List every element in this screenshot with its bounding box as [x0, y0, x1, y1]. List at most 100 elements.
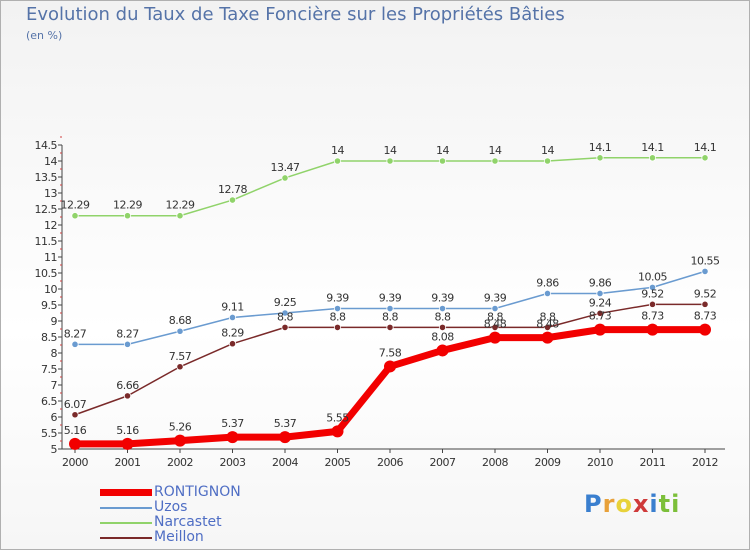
data-point-uzos — [71, 340, 79, 348]
data-point-uzos — [701, 267, 709, 275]
data-label-narcastet: 14 — [541, 144, 554, 157]
data-label-rontignon: 8.48 — [484, 318, 507, 331]
data-label-narcastet: 14.1 — [641, 141, 664, 154]
y-tick-label: 6.5 — [41, 395, 57, 408]
data-point-meillon — [701, 300, 709, 308]
data-label-narcastet: 12.29 — [113, 199, 142, 212]
y-tick-label: 8 — [51, 347, 58, 360]
data-label-uzos: 9.39 — [484, 292, 507, 305]
data-label-meillon: 9.24 — [589, 296, 612, 309]
data-point-narcastet — [491, 157, 499, 165]
data-point-narcastet — [596, 154, 604, 162]
data-label-meillon: 6.66 — [116, 379, 139, 392]
data-point-uzos — [596, 289, 604, 298]
legend-item: Narcastet — [100, 515, 241, 530]
data-point-meillon — [281, 323, 289, 331]
x-tick-label: 2004 — [272, 456, 298, 469]
data-label-meillon: 9.52 — [641, 287, 664, 300]
data-label-meillon: 6.07 — [64, 398, 87, 411]
data-label-meillon: 8.8 — [540, 310, 556, 323]
data-point-narcastet — [386, 157, 394, 165]
data-point-narcastet — [333, 157, 342, 165]
data-point-uzos — [228, 313, 237, 322]
data-point-narcastet — [438, 157, 447, 165]
data-point-rontignon — [436, 344, 449, 357]
data-label-narcastet: 12.29 — [61, 199, 90, 212]
legend-item: RONTIGNON — [100, 485, 241, 500]
data-label-uzos: 10.05 — [638, 270, 667, 283]
data-point-meillon — [71, 411, 79, 419]
data-label-narcastet: 12.29 — [166, 199, 195, 212]
data-point-narcastet — [71, 212, 79, 220]
data-label-narcastet: 14 — [331, 144, 344, 157]
data-label-meillon: 9.52 — [694, 287, 717, 300]
data-label-uzos: 8.27 — [64, 327, 87, 340]
x-tick-label: 2005 — [325, 456, 351, 469]
data-point-meillon — [438, 323, 447, 331]
x-tick-label: 2009 — [535, 456, 561, 469]
x-tick-label: 2011 — [640, 456, 666, 469]
data-point-narcastet — [543, 157, 552, 165]
logo-letter: x — [632, 490, 650, 518]
data-label-rontignon: 5.26 — [169, 421, 192, 434]
y-tick-label: 14.5 — [35, 139, 58, 152]
data-label-narcastet: 13.47 — [271, 161, 300, 174]
data-point-rontignon — [489, 331, 501, 344]
data-label-uzos: 9.39 — [431, 292, 454, 305]
data-point-rontignon — [121, 437, 134, 450]
data-label-uzos: 9.86 — [536, 276, 559, 289]
legend-swatch — [100, 536, 152, 539]
data-label-rontignon: 5.55 — [326, 411, 349, 424]
legend-label: RONTIGNON — [154, 484, 241, 500]
data-label-narcastet: 12.78 — [218, 183, 247, 196]
data-point-meillon — [228, 340, 237, 348]
data-point-uzos — [438, 304, 447, 313]
legend-item: Meillon — [100, 530, 241, 545]
data-label-uzos: 9.39 — [379, 292, 402, 305]
data-point-meillon — [123, 392, 132, 400]
x-tick-label: 2008 — [482, 456, 508, 469]
data-point-uzos — [491, 304, 499, 313]
x-tick-label: 2012 — [692, 456, 718, 469]
data-label-meillon: 8.8 — [277, 310, 293, 323]
y-tick-label: 7 — [51, 379, 58, 392]
data-label-meillon: 7.57 — [169, 350, 192, 363]
legend-swatch — [100, 506, 152, 509]
data-label-meillon: 8.8 — [330, 310, 346, 323]
data-label-rontignon: 8.73 — [641, 310, 664, 323]
y-tick-label: 10 — [44, 283, 57, 296]
data-point-narcastet — [228, 196, 237, 204]
data-point-narcastet — [648, 154, 657, 162]
y-tick-label: 11.5 — [35, 235, 58, 248]
y-tick-label: 5 — [51, 443, 58, 456]
y-tick-label: 12 — [44, 219, 57, 232]
data-point-uzos — [386, 304, 394, 313]
data-label-uzos: 10.55 — [691, 254, 720, 267]
x-tick-label: 2001 — [115, 456, 141, 469]
data-label-uzos: 8.27 — [116, 327, 139, 340]
chart-title: Evolution du Taux de Taxe Foncière sur l… — [26, 4, 565, 25]
x-tick-label: 2000 — [62, 456, 88, 469]
logo-letter: r — [602, 490, 616, 518]
data-point-narcastet — [123, 212, 132, 220]
data-label-rontignon: 8.48 — [536, 318, 559, 331]
data-point-meillon — [333, 323, 342, 331]
data-label-narcastet: 14.1 — [589, 141, 612, 154]
data-point-meillon — [648, 300, 657, 308]
data-label-uzos: 9.25 — [274, 296, 297, 309]
data-label-meillon: 8.29 — [221, 327, 244, 340]
data-point-meillon — [386, 323, 394, 331]
y-tick-label: 14 — [44, 155, 57, 168]
chart-legend: RONTIGNON Uzos Narcastet Meillon — [100, 485, 241, 545]
data-label-rontignon: 7.58 — [379, 346, 402, 359]
y-tick-label: 9 — [51, 315, 58, 328]
data-label-narcastet: 14 — [436, 144, 449, 157]
data-point-meillon — [176, 363, 184, 371]
data-label-narcastet: 14.1 — [694, 141, 717, 154]
legend-label: Meillon — [154, 529, 204, 545]
data-point-rontignon — [279, 431, 291, 444]
y-tick-label: 12.5 — [35, 203, 58, 216]
x-tick-label: 2006 — [377, 456, 403, 469]
logo-letter: t — [658, 490, 672, 518]
data-label-meillon: 8.8 — [435, 310, 451, 323]
